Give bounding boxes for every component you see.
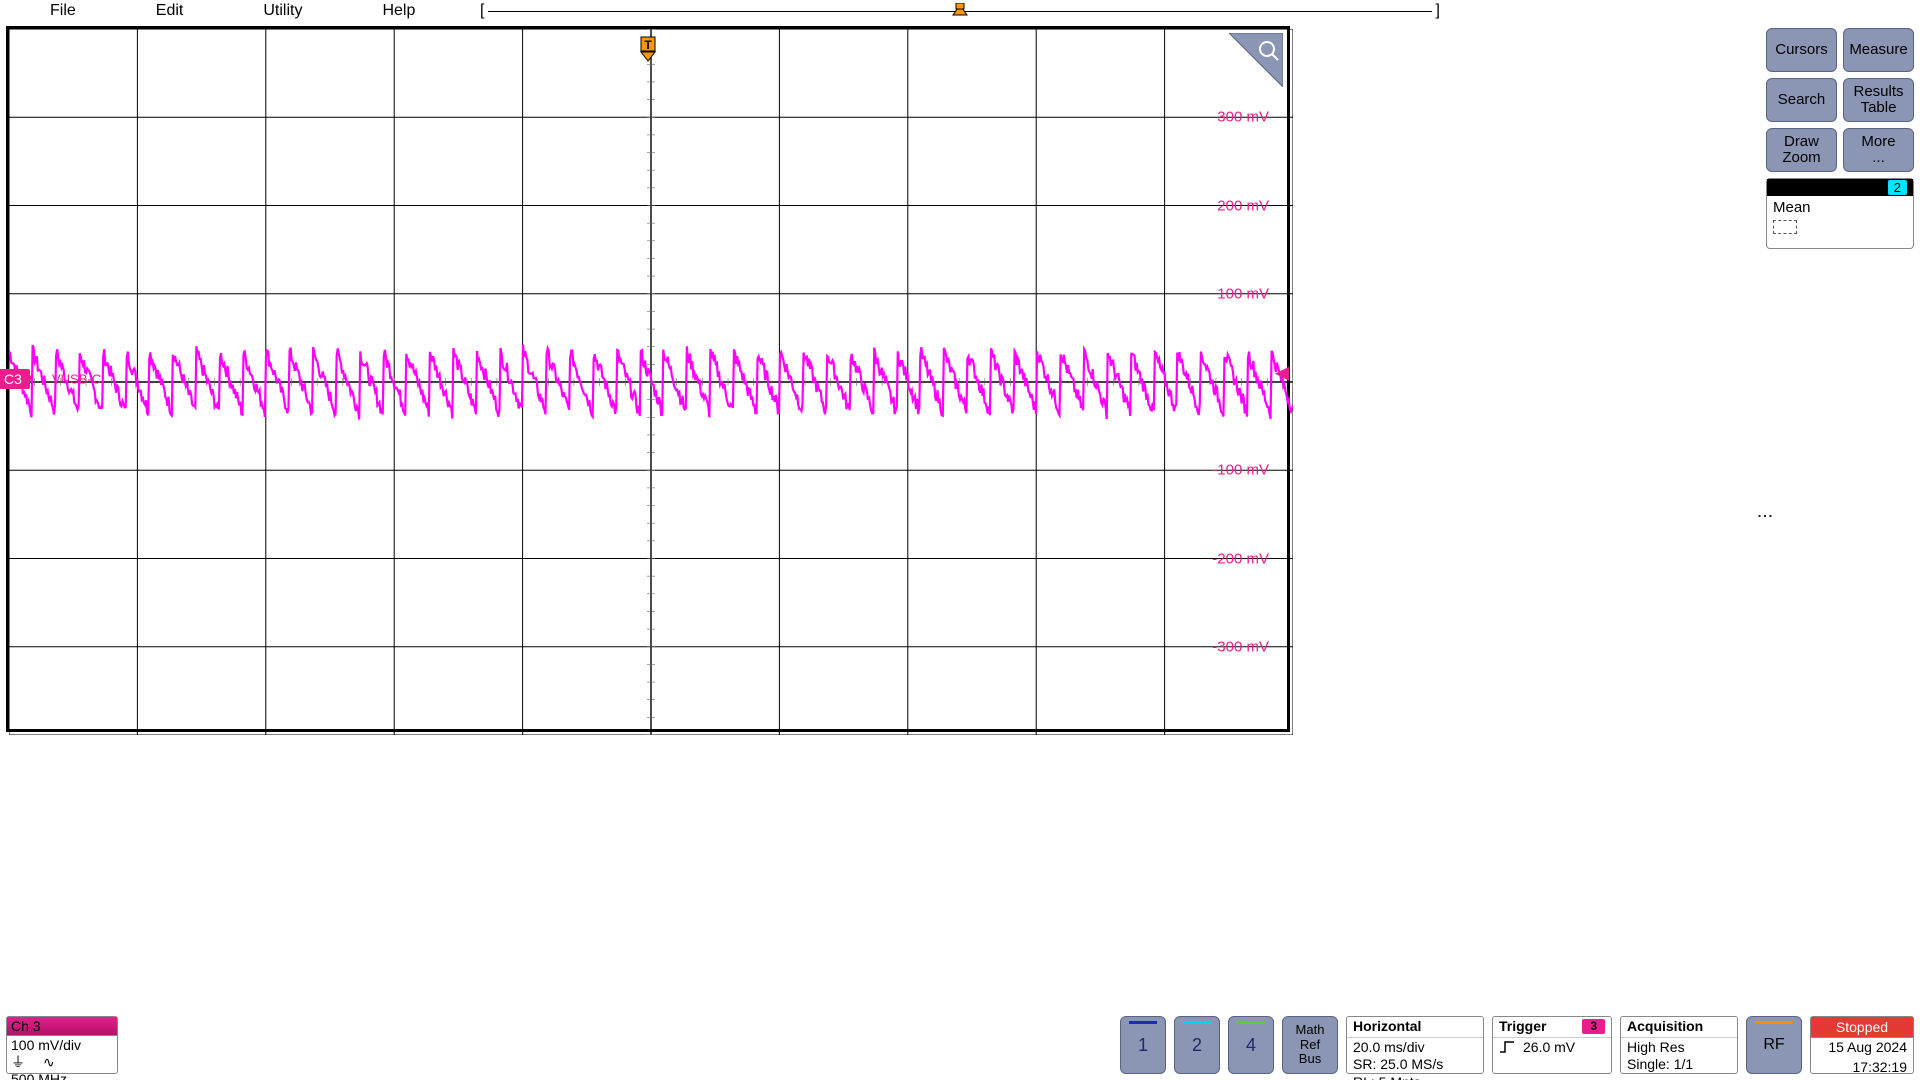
channel-bandwidth: 500 MHz — [11, 1071, 113, 1080]
rising-edge-icon — [1499, 1040, 1515, 1054]
acquisition-info-box[interactable]: Acquisition High Res Single: 1/1 — [1620, 1016, 1738, 1074]
measurement-panel[interactable]: 2 Mean — [1766, 178, 1914, 249]
trigger-level-marker[interactable] — [1275, 365, 1293, 388]
run-stop-box[interactable]: Stopped 15 Aug 2024 17:32:19 — [1810, 1016, 1914, 1074]
menu-file[interactable]: File — [50, 2, 76, 20]
y-axis-label: 300 mV — [1217, 109, 1269, 126]
math-ref-bus-button[interactable]: Math Ref Bus — [1282, 1016, 1338, 1074]
channel-2-button[interactable]: 2 — [1174, 1016, 1220, 1074]
channel-name-label: VUSB-C — [52, 372, 101, 387]
y-axis-label: 100 mV — [1217, 285, 1269, 302]
measurement-placeholder-icon — [1773, 220, 1797, 234]
rf-button[interactable]: RF — [1746, 1016, 1802, 1074]
menu-help[interactable]: Help — [382, 2, 415, 20]
channel-info-box[interactable]: Ch 3 100 mV/div ⏚ ∿ 500 MHz — [6, 1016, 118, 1074]
measurement-badge: 2 — [1888, 180, 1907, 195]
channel-badge[interactable]: C3 — [0, 369, 30, 389]
results-table-button[interactable]: ResultsTable — [1843, 78, 1914, 122]
more--button[interactable]: More... — [1843, 128, 1914, 172]
cursors-button[interactable]: Cursors — [1766, 28, 1837, 72]
trigger-channel-badge: 3 — [1582, 1019, 1605, 1034]
draw-zoom-button[interactable]: DrawZoom — [1766, 128, 1837, 172]
bandwidth-icon: ∿ — [43, 1054, 55, 1071]
date-label: 15 Aug 2024 — [1811, 1038, 1913, 1058]
y-axis-label: 200 mV — [1217, 197, 1269, 214]
channel-4-button[interactable]: 4 — [1228, 1016, 1274, 1074]
measure-button[interactable]: Measure — [1843, 28, 1914, 72]
channel-1-button[interactable]: 1 — [1120, 1016, 1166, 1074]
waveform-display[interactable]: T 300 mV 200 mV 100 mV -100 mV -200 mV -300 m… — [6, 26, 1290, 732]
stopped-status: Stopped — [1811, 1017, 1913, 1038]
time-scale-bar[interactable]: [ ] — [480, 2, 1440, 20]
svg-text:T: T — [644, 38, 652, 52]
menu-edit[interactable]: Edit — [156, 2, 184, 20]
side-menu-dots-icon[interactable]: ⋮ — [1755, 508, 1774, 526]
y-axis-label: -300 mV — [1212, 638, 1269, 655]
trigger-time-marker[interactable]: T — [637, 35, 659, 68]
menu-utility[interactable]: Utility — [263, 2, 302, 20]
measurement-label: Mean — [1773, 199, 1907, 216]
coupling-icon: ⏚ — [11, 1054, 25, 1071]
trigger-info-box[interactable]: Trigger3 26.0 mV — [1492, 1016, 1612, 1074]
y-axis-label: -200 mV — [1212, 550, 1269, 567]
channel-info-title: Ch 3 — [7, 1017, 117, 1036]
horizontal-info-box[interactable]: Horizontal 20.0 ms/div SR: 25.0 MS/s RL:… — [1346, 1016, 1484, 1074]
channel-scale: 100 mV/div — [11, 1037, 113, 1054]
search-button[interactable]: Search — [1766, 78, 1837, 122]
time-label: 17:32:19 — [1811, 1058, 1913, 1078]
y-axis-label: -100 mV — [1212, 462, 1269, 479]
zoom-corner-button[interactable] — [1229, 33, 1283, 87]
